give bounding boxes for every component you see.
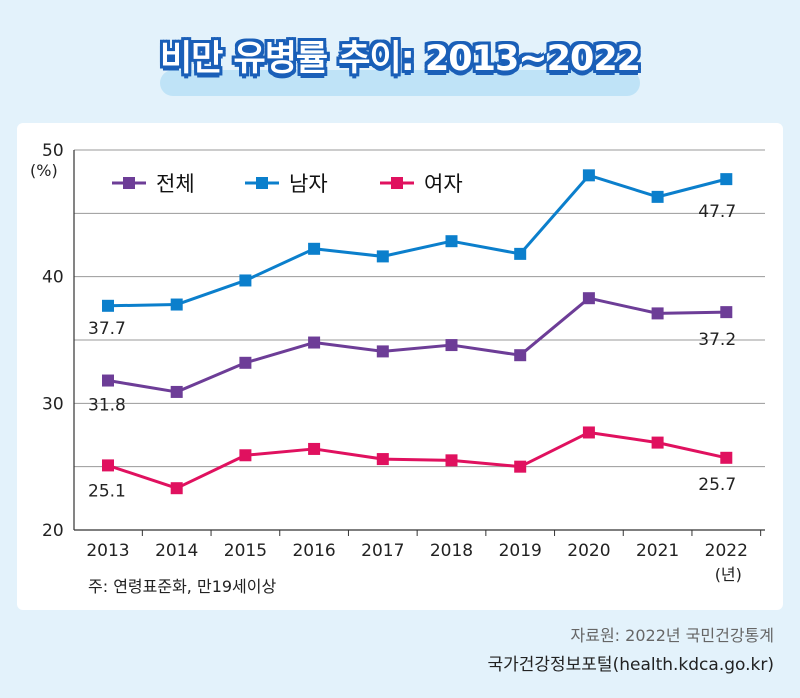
x-tick-label: 2014 [155, 541, 198, 561]
data-point [308, 336, 321, 349]
data-point [170, 482, 183, 495]
x-tick-label: 2013 [86, 541, 129, 561]
data-point [445, 339, 458, 352]
data-point [582, 169, 595, 182]
data-label: 31.8 [88, 396, 126, 416]
data-point [445, 454, 458, 467]
data-point [651, 307, 664, 320]
data-point [514, 349, 527, 362]
data-point [239, 356, 252, 369]
legend-label: 남자 [289, 172, 328, 196]
data-label: 47.7 [698, 202, 736, 222]
x-tick-label: 2018 [430, 541, 473, 561]
title-underline-bar [160, 70, 640, 96]
series-line-전체 [107, 296, 727, 394]
legend-marker [123, 177, 135, 189]
data-point [582, 292, 595, 305]
data-point [170, 385, 183, 398]
footnote: 주: 연령표준화, 만19세이상 [88, 577, 277, 596]
data-label: 37.2 [698, 330, 736, 350]
chart-panel [17, 123, 783, 610]
y-tick-label: 50 [42, 141, 64, 161]
data-point [514, 247, 527, 260]
data-label: 25.1 [88, 481, 126, 501]
data-point [651, 190, 664, 203]
x-tick-label: 2022 [705, 541, 748, 561]
data-point [102, 299, 114, 312]
legend-label: 여자 [424, 172, 463, 196]
legend-marker [391, 177, 403, 189]
x-tick-label: 2016 [292, 541, 335, 561]
y-tick-label: 40 [42, 268, 64, 288]
x-tick-label: 2015 [224, 541, 267, 561]
source-portal: 국가건강정보포털(health.kdca.go.kr) [487, 655, 774, 675]
data-label: 37.7 [88, 319, 126, 339]
data-label: 25.7 [698, 475, 736, 495]
data-point [376, 453, 389, 466]
legend-marker [256, 177, 268, 189]
legend-label: 전체 [156, 172, 195, 196]
x-tick-label: 2019 [499, 541, 542, 561]
y-tick-label: 20 [42, 521, 64, 541]
data-point [514, 460, 527, 473]
data-point [376, 250, 389, 263]
y-axis-unit: (%) [30, 161, 58, 180]
series-line-남자 [107, 173, 727, 308]
source-text: 자료원: 2022년 국민건강통계 [570, 626, 774, 645]
data-point [376, 345, 389, 358]
data-point [651, 436, 664, 449]
x-tick-label: 2017 [361, 541, 404, 561]
data-point [308, 242, 321, 255]
data-point [239, 449, 252, 462]
data-point [720, 451, 733, 464]
data-point [308, 442, 321, 455]
data-point [582, 426, 595, 439]
data-point [239, 274, 252, 287]
chart-title: 비만 유병률 추이: 2013~2022 [159, 39, 641, 79]
x-axis-unit: (년) [715, 565, 742, 584]
data-point [720, 306, 733, 319]
data-point [445, 235, 458, 248]
data-point [102, 374, 114, 387]
x-tick-label: 2021 [636, 541, 679, 561]
series-line-여자 [107, 430, 727, 490]
data-point [170, 298, 183, 311]
y-tick-label: 30 [42, 394, 64, 414]
x-tick-label: 2020 [567, 541, 610, 561]
title-area: 비만 유병률 추이: 2013~2022 [0, 0, 800, 110]
data-point [102, 459, 114, 472]
data-point [720, 173, 733, 186]
